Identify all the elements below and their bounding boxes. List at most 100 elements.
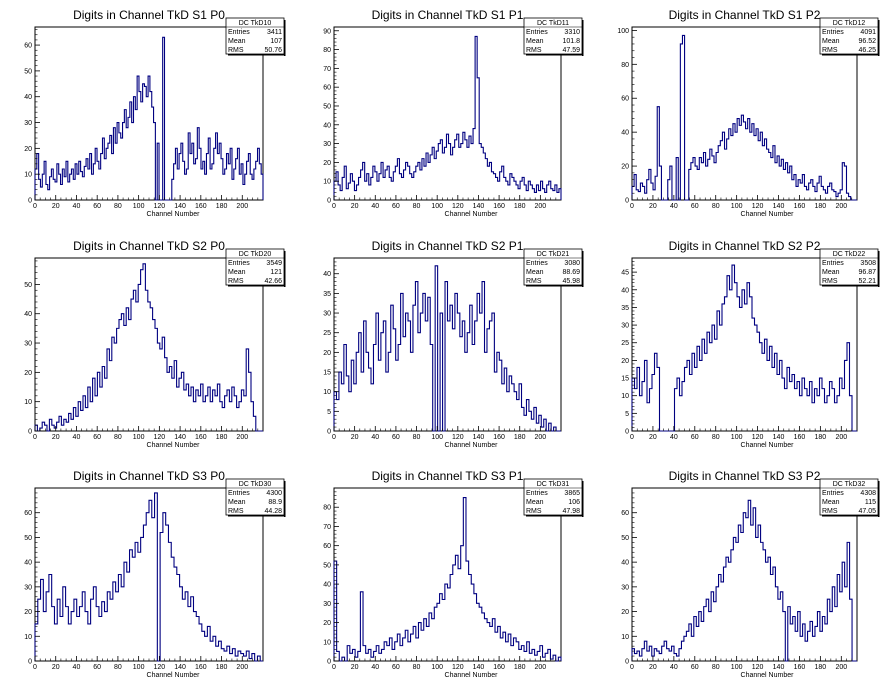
stats-value-mean: 106 bbox=[568, 499, 580, 506]
y-tick-label: 30 bbox=[621, 584, 629, 591]
x-tick-label: 20 bbox=[52, 203, 60, 210]
histogram-series bbox=[631, 499, 857, 662]
x-tick-label: 140 bbox=[473, 434, 485, 441]
stats-histogram-name: DC TkD10 bbox=[239, 20, 272, 27]
x-tick-label: 100 bbox=[731, 434, 743, 441]
y-tick-label: 60 bbox=[621, 510, 629, 517]
chart-title: Digits in Channel TkD S1 P1 bbox=[372, 8, 524, 22]
y-tick-label: 40 bbox=[323, 271, 331, 278]
x-tick-label: 100 bbox=[431, 203, 443, 210]
stats-histogram-name: DC TkD12 bbox=[833, 20, 866, 27]
histogram-panel: Digits in Channel TkD S3 P00 20 40 60 80 100 1… bbox=[24, 469, 286, 679]
histogram-series bbox=[631, 34, 857, 201]
x-tick-label: 160 bbox=[195, 664, 207, 671]
histogram-panel: Digits in Channel TkD S2 P10 20 40 60 80 100 1… bbox=[323, 239, 584, 449]
stats-label-mean: Mean bbox=[526, 38, 544, 45]
stats-box: DC TkD22 Entries 3508 Mean 96.87 RMS 52.21 bbox=[819, 248, 880, 287]
y-tick-label: 10 bbox=[24, 399, 32, 406]
x-tick-label: 0 bbox=[33, 664, 37, 671]
y-tick-label: 40 bbox=[24, 94, 32, 101]
stats-value-mean: 88.69 bbox=[562, 269, 580, 276]
x-tick-label: 180 bbox=[216, 203, 228, 210]
stats-label-entries: Entries bbox=[822, 29, 844, 36]
stats-histogram-name: DC TkD11 bbox=[537, 20, 569, 27]
x-tick-label: 160 bbox=[493, 434, 505, 441]
stats-histogram-name: DC TkD22 bbox=[833, 251, 866, 258]
stats-box-frame bbox=[523, 478, 583, 516]
y-tick-label: 20 bbox=[24, 146, 32, 153]
x-axis-label: Channel Number bbox=[445, 442, 499, 449]
x-tick-label: 40 bbox=[670, 203, 678, 210]
y-tick-label: 40 bbox=[621, 560, 629, 567]
stats-label-rms: RMS bbox=[526, 278, 542, 285]
y-tick-label: 10 bbox=[621, 393, 629, 400]
stats-label-entries: Entries bbox=[526, 490, 548, 497]
x-tick-label: 160 bbox=[794, 203, 806, 210]
y-tick-label: 20 bbox=[24, 609, 32, 616]
histogram-series bbox=[34, 263, 263, 432]
x-tick-label: 200 bbox=[835, 664, 847, 671]
y-tick-label: 20 bbox=[621, 358, 629, 365]
chart-title: Digits in Channel TkD S2 P2 bbox=[669, 239, 821, 253]
chart-title: Digits in Channel TkD S1 P2 bbox=[669, 8, 821, 22]
x-axis-label: Channel Number bbox=[741, 442, 795, 449]
y-tick-label: 40 bbox=[621, 287, 629, 294]
x-tick-label: 60 bbox=[392, 203, 400, 210]
y-tick-label: 20 bbox=[323, 620, 331, 627]
y-tick-label: 0 bbox=[28, 198, 32, 205]
x-tick-label: 80 bbox=[114, 203, 122, 210]
stats-label-mean: Mean bbox=[228, 38, 246, 45]
histogram-series bbox=[631, 264, 857, 432]
stats-label-mean: Mean bbox=[526, 499, 544, 506]
stats-box-shadow bbox=[582, 251, 584, 287]
stats-box-shadow bbox=[582, 20, 584, 56]
stats-label-mean: Mean bbox=[822, 38, 840, 45]
x-tick-label: 40 bbox=[73, 203, 81, 210]
stats-label-rms: RMS bbox=[228, 278, 244, 285]
y-tick-label: 10 bbox=[323, 389, 331, 396]
x-tick-label: 160 bbox=[195, 434, 207, 441]
y-tick-label: 30 bbox=[323, 311, 331, 318]
stats-label-rms: RMS bbox=[526, 508, 542, 515]
x-tick-label: 40 bbox=[73, 664, 81, 671]
x-tick-label: 100 bbox=[431, 434, 443, 441]
y-tick-label: 60 bbox=[24, 43, 32, 50]
x-tick-label: 140 bbox=[473, 664, 485, 671]
x-tick-label: 60 bbox=[691, 203, 699, 210]
histogram-panel: Digits in Channel TkD S2 P00 20 40 60 80 100 1… bbox=[24, 239, 286, 449]
y-tick-label: 5 bbox=[327, 409, 331, 416]
x-tick-label: 20 bbox=[351, 434, 359, 441]
x-tick-label: 0 bbox=[332, 664, 336, 671]
y-tick-label: 0 bbox=[625, 198, 629, 205]
stats-box-frame bbox=[819, 478, 879, 516]
y-tick-label: 50 bbox=[323, 562, 331, 569]
y-tick-label: 0 bbox=[327, 659, 331, 666]
y-tick-label: 30 bbox=[24, 584, 32, 591]
x-tick-label: 120 bbox=[752, 664, 764, 671]
y-tick-label: 20 bbox=[323, 350, 331, 357]
x-axis-label: Channel Number bbox=[445, 211, 499, 218]
stats-box-shadow bbox=[526, 285, 584, 287]
histogram-panel: Digits in Channel TkD S1 P00 20 40 60 80 100 1… bbox=[24, 8, 286, 218]
stats-value-rms: 42.66 bbox=[264, 278, 282, 285]
x-tick-label: 100 bbox=[133, 664, 145, 671]
histogram-panel: Digits in Channel TkD S1 P10 20 40 60 80 100 1… bbox=[323, 8, 584, 218]
stats-label-mean: Mean bbox=[228, 499, 246, 506]
y-tick-label: 80 bbox=[323, 47, 331, 54]
y-tick-label: 40 bbox=[323, 582, 331, 589]
y-tick-label: 40 bbox=[621, 130, 629, 137]
x-tick-label: 80 bbox=[413, 203, 421, 210]
x-tick-label: 200 bbox=[835, 434, 847, 441]
y-tick-label: 60 bbox=[621, 96, 629, 103]
x-tick-label: 0 bbox=[33, 203, 37, 210]
stats-label-entries: Entries bbox=[526, 260, 548, 267]
x-tick-label: 140 bbox=[773, 434, 785, 441]
x-tick-label: 160 bbox=[493, 664, 505, 671]
histogram-series bbox=[34, 36, 264, 201]
stats-box-shadow bbox=[228, 54, 286, 56]
y-tick-label: 50 bbox=[24, 282, 32, 289]
x-tick-label: 160 bbox=[195, 203, 207, 210]
stats-label-rms: RMS bbox=[822, 278, 838, 285]
y-tick-label: 0 bbox=[327, 198, 331, 205]
stats-box-shadow bbox=[878, 481, 880, 517]
